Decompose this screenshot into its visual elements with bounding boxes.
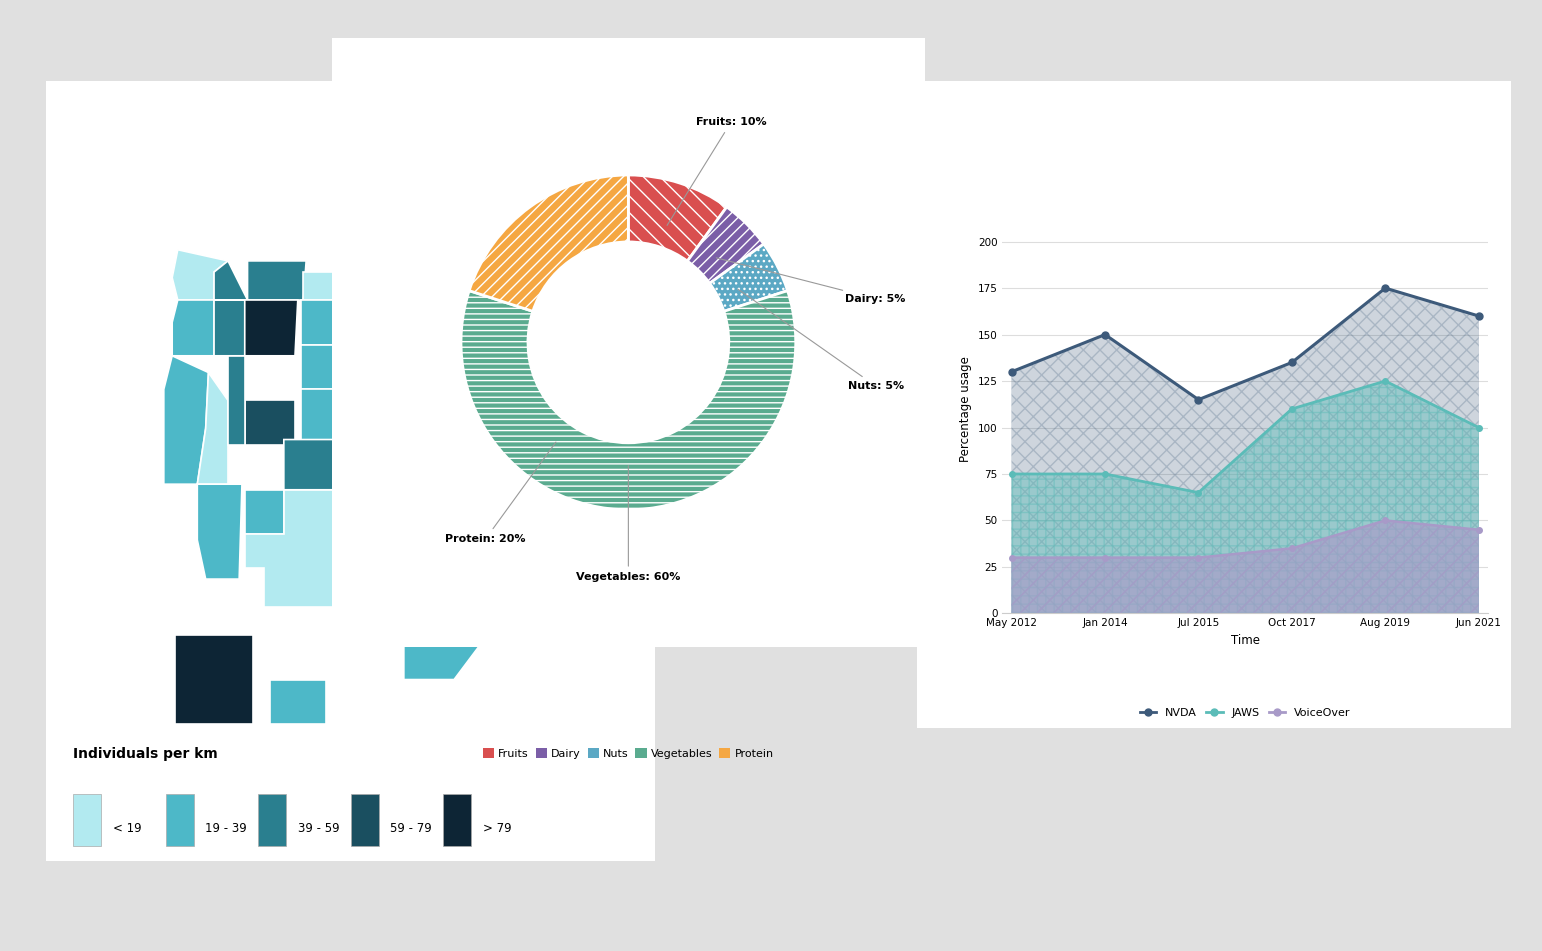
Polygon shape xyxy=(512,383,518,400)
Polygon shape xyxy=(173,300,214,356)
Wedge shape xyxy=(628,175,726,262)
Polygon shape xyxy=(404,512,426,579)
Text: 59 - 79: 59 - 79 xyxy=(390,823,432,835)
Polygon shape xyxy=(353,512,401,579)
Legend: Fruits, Dairy, Nuts, Vegetables, Protein: Fruits, Dairy, Nuts, Vegetables, Protein xyxy=(478,744,779,764)
Polygon shape xyxy=(353,272,398,344)
Polygon shape xyxy=(174,635,253,725)
Text: Protein: 20%: Protein: 20% xyxy=(446,442,557,544)
Polygon shape xyxy=(214,261,248,356)
Polygon shape xyxy=(214,261,307,300)
Wedge shape xyxy=(469,175,629,311)
Polygon shape xyxy=(512,300,529,367)
Text: < 19: < 19 xyxy=(113,823,142,835)
Polygon shape xyxy=(503,328,512,367)
Polygon shape xyxy=(469,428,497,439)
Polygon shape xyxy=(381,512,404,568)
Text: Dairy: 5%: Dairy: 5% xyxy=(717,258,905,303)
Polygon shape xyxy=(492,334,503,367)
FancyBboxPatch shape xyxy=(913,84,1516,741)
Polygon shape xyxy=(424,373,449,428)
Polygon shape xyxy=(245,490,362,607)
Polygon shape xyxy=(245,300,298,356)
FancyBboxPatch shape xyxy=(42,84,660,876)
FancyBboxPatch shape xyxy=(908,72,1519,730)
Text: Fruits: 10%: Fruits: 10% xyxy=(668,117,766,225)
Polygon shape xyxy=(197,373,228,484)
Polygon shape xyxy=(304,272,353,300)
Bar xyxy=(74,794,102,846)
FancyBboxPatch shape xyxy=(322,30,933,650)
Text: > 79: > 79 xyxy=(483,823,512,835)
Polygon shape xyxy=(503,383,512,400)
Polygon shape xyxy=(381,473,456,512)
Polygon shape xyxy=(301,344,353,389)
Polygon shape xyxy=(426,512,456,579)
Text: Vegetables: 60%: Vegetables: 60% xyxy=(577,466,680,582)
Bar xyxy=(259,794,287,846)
Polygon shape xyxy=(404,579,487,680)
Polygon shape xyxy=(284,439,362,490)
Polygon shape xyxy=(503,367,524,383)
Polygon shape xyxy=(163,356,208,484)
Polygon shape xyxy=(498,400,509,428)
Text: Nuts: 5%: Nuts: 5% xyxy=(739,289,904,391)
Polygon shape xyxy=(173,250,228,300)
Wedge shape xyxy=(709,244,788,311)
Polygon shape xyxy=(228,356,245,445)
Polygon shape xyxy=(353,456,395,512)
Legend: NVDA, JAWS, VoiceOver: NVDA, JAWS, VoiceOver xyxy=(1135,704,1355,723)
X-axis label: Time: Time xyxy=(1231,633,1260,647)
Polygon shape xyxy=(270,680,325,725)
Polygon shape xyxy=(404,373,426,428)
Polygon shape xyxy=(463,344,510,400)
Polygon shape xyxy=(353,344,395,389)
Y-axis label: Percentage usage: Percentage usage xyxy=(959,356,971,462)
Polygon shape xyxy=(452,400,497,428)
Polygon shape xyxy=(245,400,295,445)
Polygon shape xyxy=(446,412,463,439)
Polygon shape xyxy=(301,389,353,439)
FancyBboxPatch shape xyxy=(37,70,663,864)
Polygon shape xyxy=(197,484,242,579)
Polygon shape xyxy=(452,428,501,456)
Polygon shape xyxy=(381,356,407,428)
Wedge shape xyxy=(688,207,763,283)
Polygon shape xyxy=(421,300,453,373)
Text: 39 - 59: 39 - 59 xyxy=(298,823,339,835)
Polygon shape xyxy=(353,389,398,456)
Polygon shape xyxy=(456,484,484,523)
Polygon shape xyxy=(395,428,452,473)
Bar xyxy=(352,794,379,846)
Bar xyxy=(444,794,472,846)
Polygon shape xyxy=(452,456,498,490)
Polygon shape xyxy=(301,300,353,344)
Text: 19 - 39: 19 - 39 xyxy=(205,823,247,835)
Polygon shape xyxy=(498,417,507,439)
FancyBboxPatch shape xyxy=(327,41,930,659)
Text: Individuals per km: Individuals per km xyxy=(74,747,217,761)
Wedge shape xyxy=(461,291,796,510)
Polygon shape xyxy=(381,289,424,356)
Bar xyxy=(165,794,193,846)
Polygon shape xyxy=(245,490,284,534)
